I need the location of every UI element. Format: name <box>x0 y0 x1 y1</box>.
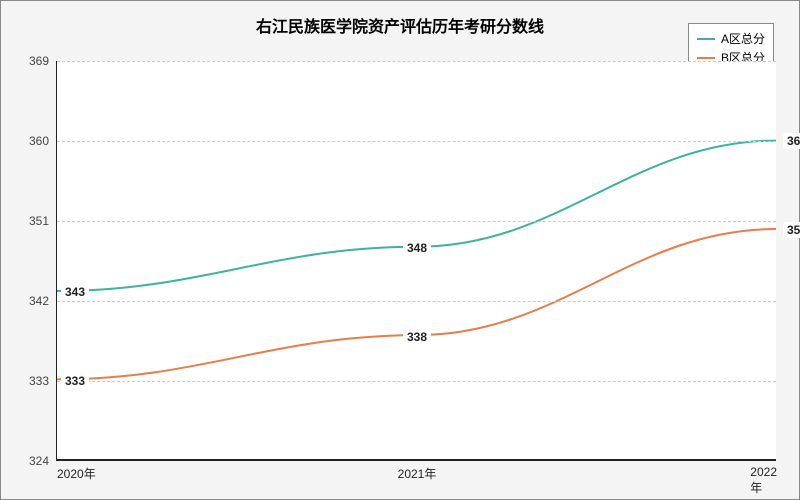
chart-title: 右江民族医学院资产评估历年考研分数线 <box>1 13 799 37</box>
chart-container: 右江民族医学院资产评估历年考研分数线 A区总分 B区总分 32433334235… <box>0 0 800 500</box>
plot-area: 3243333423513603692020年2021年2022年3433483… <box>56 61 776 461</box>
ytick-label: 342 <box>29 294 57 308</box>
chart-lines-svg <box>57 61 776 459</box>
ytick-label: 333 <box>29 374 57 388</box>
data-label: 338 <box>403 329 431 345</box>
legend-item-a: A区总分 <box>697 30 765 47</box>
data-label: 348 <box>403 240 431 256</box>
gridline <box>57 381 776 382</box>
data-label: 333 <box>61 373 89 389</box>
data-label: 343 <box>61 284 89 300</box>
series-line <box>57 141 776 291</box>
gridline <box>57 221 776 222</box>
data-label: 360 <box>783 133 800 149</box>
legend-label-a: A区总分 <box>721 30 765 47</box>
legend-swatch-a <box>697 38 715 40</box>
data-label: 350 <box>783 222 800 238</box>
ytick-label: 360 <box>29 134 57 148</box>
ytick-label: 351 <box>29 214 57 228</box>
gridline <box>57 141 776 142</box>
ytick-label: 324 <box>29 454 57 468</box>
gridline <box>57 301 776 302</box>
ytick-label: 369 <box>29 54 57 68</box>
gridline <box>57 61 776 62</box>
legend-swatch-b <box>697 57 715 59</box>
xtick-label: 2021年 <box>398 459 437 482</box>
xtick-label: 2020年 <box>57 459 96 482</box>
xtick-label: 2022年 <box>750 459 777 496</box>
